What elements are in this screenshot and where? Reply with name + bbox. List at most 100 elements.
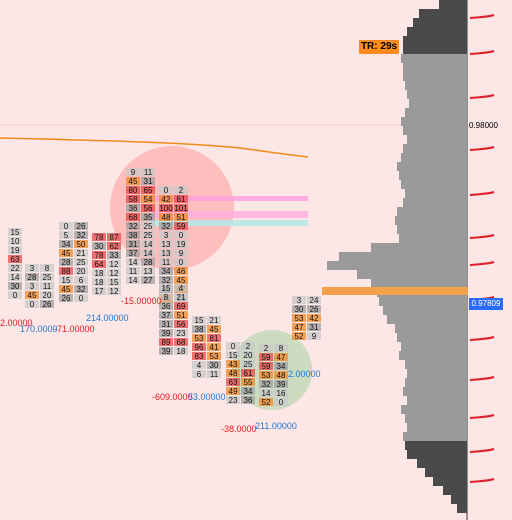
footprint-cell-bg — [25, 273, 39, 281]
footprint-cell-bg — [192, 316, 206, 324]
footprint-cell-value: 32 — [129, 222, 138, 231]
footprint-cell-bg — [174, 267, 188, 275]
footprint-cell-bg — [107, 251, 121, 259]
footprint-cell-value: 25 — [244, 360, 253, 369]
footprint-cell-value: 31 — [129, 240, 138, 249]
footprint-cell-bg — [241, 342, 255, 350]
footprint-cell-bg — [259, 371, 273, 379]
footprint-cell-bg — [192, 334, 206, 342]
footprint-cell-value: 37 — [129, 249, 138, 258]
footprint-cell-bg — [274, 353, 288, 361]
footprint-cell-bg — [107, 287, 121, 295]
footprint-cell-value: 39 — [162, 347, 171, 356]
footprint-cell-value: 45 — [210, 325, 219, 334]
profile-bar — [451, 495, 467, 504]
price-level-label: 0.98000 — [469, 121, 498, 130]
footprint-cell-value: 47 — [295, 323, 304, 332]
footprint-cell-value: 59 — [262, 353, 271, 362]
footprint-cell-bg — [126, 186, 140, 194]
delta-label: 2.00000 — [0, 318, 33, 328]
footprint-cell-bg — [307, 314, 321, 322]
footprint-cell-bg — [192, 325, 206, 333]
footprint-cell-bg — [241, 378, 255, 386]
footprint-cell-value: 18 — [95, 278, 104, 287]
profile-bar — [409, 99, 467, 108]
footprint-cell-bg — [74, 231, 88, 239]
profile-bar — [405, 378, 467, 387]
profile-bar — [413, 18, 467, 27]
footprint-cell-value: 0 — [179, 258, 184, 267]
footprint-cell-bg — [226, 342, 240, 350]
footprint-cell-bg — [226, 360, 240, 368]
profile-bar — [339, 252, 467, 261]
profile-bar — [403, 36, 467, 45]
footprint-cell-value: 47 — [277, 353, 286, 362]
profile-bar — [403, 72, 467, 81]
delta-label: 211.00000 — [255, 421, 297, 431]
footprint-cell-bg — [207, 370, 221, 378]
footprint-cell-bg — [59, 285, 73, 293]
footprint-cell-bg — [292, 314, 306, 322]
footprint-cell-bg — [59, 294, 73, 302]
footprint-cell-bg — [92, 260, 106, 268]
footprint-cell-value: 8 — [279, 344, 284, 353]
footprint-cell-value: 12 — [110, 260, 119, 269]
profile-bar — [397, 225, 467, 234]
footprint-cell-value: 14 — [129, 258, 138, 267]
footprint-cell-bg — [159, 222, 173, 230]
footprint-cell-value: 0 — [13, 291, 18, 300]
footprint-cell-bg — [174, 213, 188, 221]
footprint-cell-value: 4 — [197, 361, 202, 370]
footprint-cell-bg — [126, 267, 140, 275]
footprint-cell-bg — [159, 338, 173, 346]
footprint-cell-bg — [207, 316, 221, 324]
footprint-cell-bg — [159, 249, 173, 257]
footprint-cell-bg — [92, 278, 106, 286]
footprint-cell-value: 81 — [210, 334, 219, 343]
footprint-cell-value: 43 — [229, 360, 238, 369]
footprint-cell-value: 78 — [95, 251, 104, 260]
profile-bar — [407, 396, 467, 405]
footprint-cell-value: 17 — [95, 287, 104, 296]
profile-bar — [399, 234, 467, 243]
tick-mark — [469, 478, 495, 483]
footprint-cell-bg — [207, 334, 221, 342]
footprint-cell-value: 25 — [144, 222, 153, 231]
footprint-cell-bg — [92, 269, 106, 277]
footprint-cell-value: 46 — [177, 267, 186, 276]
footprint-cell-value: 100 — [159, 204, 173, 213]
footprint-cell-bg — [74, 258, 88, 266]
profile-bar — [403, 387, 467, 396]
footprint-cell-value: 53 — [210, 352, 219, 361]
footprint-cell-bg — [107, 269, 121, 277]
tick-mark — [469, 14, 495, 19]
profile-bar — [425, 468, 467, 477]
footprint-cell-bg — [141, 249, 155, 257]
footprint-cell-value: 33 — [110, 251, 119, 260]
footprint-cell-value: 32 — [77, 231, 86, 240]
footprint-cell-bg — [74, 285, 88, 293]
footprint-cell-value: 11 — [129, 267, 138, 276]
profile-bar — [405, 108, 467, 117]
footprint-cell-value: 52 — [262, 398, 271, 407]
footprint-cell-value: 11 — [162, 258, 171, 267]
profile-bar — [407, 423, 467, 432]
footprint-cell-bg — [159, 195, 173, 203]
footprint-cell-value: 15 — [229, 351, 238, 360]
footprint-cell-bg — [307, 296, 321, 304]
profile-bar — [395, 216, 467, 225]
footprint-cell-value: 15 — [110, 278, 119, 287]
footprint-cell-bg — [192, 361, 206, 369]
footprint-cell-value: 27 — [144, 276, 153, 285]
footprint-cell-bg — [174, 204, 188, 212]
footprint-cell-value: 88 — [62, 267, 71, 276]
footprint-cell-bg — [8, 264, 22, 272]
footprint-cell-value: 14 — [129, 276, 138, 285]
footprint-cell-value: 48 — [277, 371, 286, 380]
footprint-cell-bg — [174, 284, 188, 292]
footprint-cell-bg — [141, 195, 155, 203]
footprint-cell-value: 68 — [177, 338, 186, 347]
footprint-cell-bg — [159, 258, 173, 266]
footprint-cell-bg — [241, 351, 255, 359]
footprint-cell-bg — [126, 258, 140, 266]
